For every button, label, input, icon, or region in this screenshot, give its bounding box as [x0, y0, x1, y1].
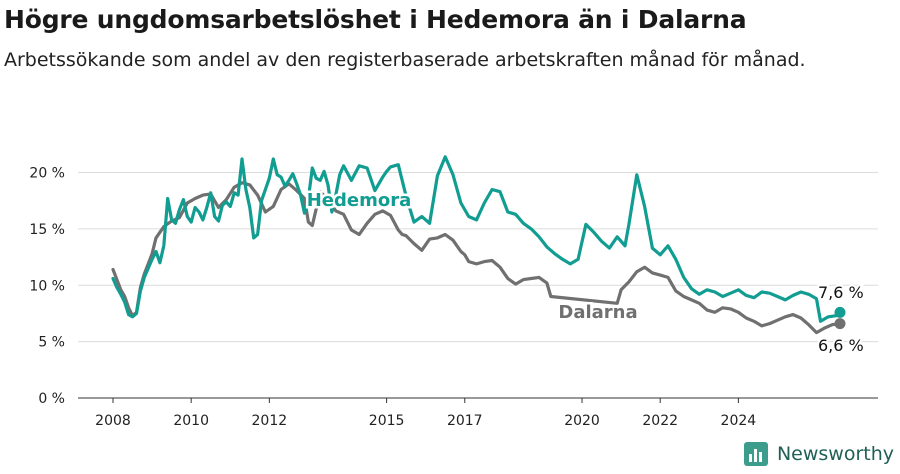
brand-name: Newsworthy — [776, 443, 894, 465]
series-line-hedemora — [111, 155, 842, 323]
end-value-label-dalarna: 6,6 % — [818, 336, 864, 355]
series-label-dalarna: Dalarna — [558, 302, 637, 323]
x-tick-label: 2008 — [95, 413, 131, 429]
y-tick-label: 0 % — [38, 391, 65, 407]
end-value-label-hedemora: 7,6 % — [818, 283, 864, 302]
newsworthy-logo-icon — [743, 442, 768, 466]
series-label-hedemora: Hedemora — [307, 190, 412, 211]
y-tick-label: 5 % — [38, 335, 65, 351]
newsworthy-brand: Newsworthy — [743, 441, 894, 467]
chart-subtitle: Arbetssökande som andel av den registerb… — [4, 49, 806, 71]
x-tick-label: 2012 — [252, 413, 288, 429]
y-tick-label: 20 % — [29, 166, 65, 182]
series-end-dot-dalarna — [834, 318, 846, 330]
x-tick-label: 2017 — [447, 413, 483, 429]
y-tick-label: 10 % — [29, 278, 65, 294]
x-tick-label: 2010 — [173, 413, 209, 429]
x-tick-label: 2015 — [369, 413, 405, 429]
x-tick-label: 2022 — [642, 413, 678, 429]
x-tick-label: 2020 — [564, 413, 600, 429]
series-line-dalarna — [111, 181, 842, 335]
chart-title: Högre ungdomsarbetslöshet i Hedemora än … — [4, 5, 747, 34]
series-end-dot-hedemora — [834, 306, 846, 318]
x-tick-label: 2024 — [721, 413, 757, 429]
y-tick-label: 15 % — [29, 222, 65, 238]
